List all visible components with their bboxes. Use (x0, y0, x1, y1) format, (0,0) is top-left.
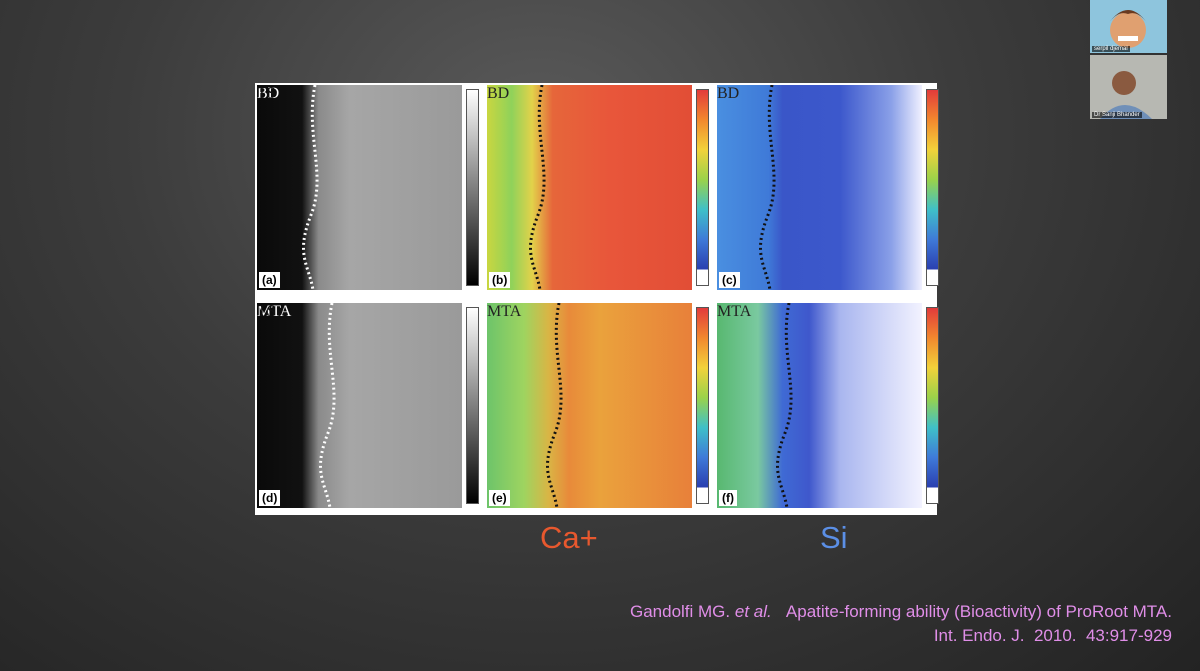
boundary-line (759, 85, 776, 290)
colorbar (466, 89, 479, 286)
colorbar (696, 307, 709, 504)
boundary-line (302, 85, 319, 290)
image-panel: (e) MTA (487, 303, 692, 508)
annotation: BD (717, 85, 740, 102)
annotation: MTA (717, 303, 752, 320)
video (1090, 55, 1167, 119)
colorbar (926, 89, 939, 286)
panel-label: (b) (489, 272, 511, 288)
colorbar (696, 89, 709, 286)
participant-name: Dr Sanji Bhander (1092, 112, 1142, 118)
panel-label: (e) (489, 490, 510, 506)
caption: Ca+ (540, 520, 598, 555)
boundary (759, 85, 776, 290)
annotation: TS (257, 85, 276, 102)
colorbar (466, 307, 479, 504)
annotation: MTA (487, 303, 522, 320)
panel-label: (f) (719, 490, 737, 506)
colorbar (926, 307, 939, 504)
annotation: BD (487, 85, 510, 102)
panel-label: (a) (259, 272, 280, 288)
caption: Si (820, 520, 848, 555)
boundary (319, 303, 336, 508)
avatar (1108, 10, 1148, 48)
authors: Gandolfi MG. (629, 602, 731, 621)
panel-label: (d) (259, 490, 281, 506)
citation-line: Gandolfi MG. et al. Apatite-forming abil… (630, 600, 1172, 624)
participant-tile[interactable]: Dr Sanji Bhander (1090, 55, 1167, 119)
boundary-line (776, 303, 793, 508)
et-al: et al. (734, 602, 772, 621)
figure: (a) BD TS (b) BD (c) BD (d) MTA TS (e) MTA (f) MTA (255, 83, 939, 515)
panel-label: (c) (719, 272, 740, 288)
annotation: TS (257, 303, 276, 320)
boundary-line (546, 303, 563, 508)
title: Apatite-forming ability (Bioactivity) of… (785, 602, 1172, 621)
annotation: MTA (257, 303, 292, 320)
annotation: BD (257, 85, 280, 102)
journal: Int. Endo. J. 2010. 43:917-929 (933, 626, 1172, 645)
boundary (529, 85, 546, 290)
boundary (302, 85, 319, 290)
citation: Gandolfi MG. et al. Apatite-forming abil… (630, 600, 1172, 648)
boundary-line (529, 85, 546, 290)
image-panel: (c) BD (717, 85, 922, 290)
image-panel: (f) MTA (717, 303, 922, 508)
image-panel: (b) BD (487, 85, 692, 290)
image-panel: (d) MTA TS (257, 303, 462, 508)
participant-tile[interactable]: serpil djemal (1090, 0, 1167, 53)
image-panel: (a) BD TS (257, 85, 462, 290)
participant-name: serpil djemal (1092, 46, 1130, 52)
boundary (546, 303, 563, 508)
boundary (776, 303, 793, 508)
boundary-line (319, 303, 336, 508)
